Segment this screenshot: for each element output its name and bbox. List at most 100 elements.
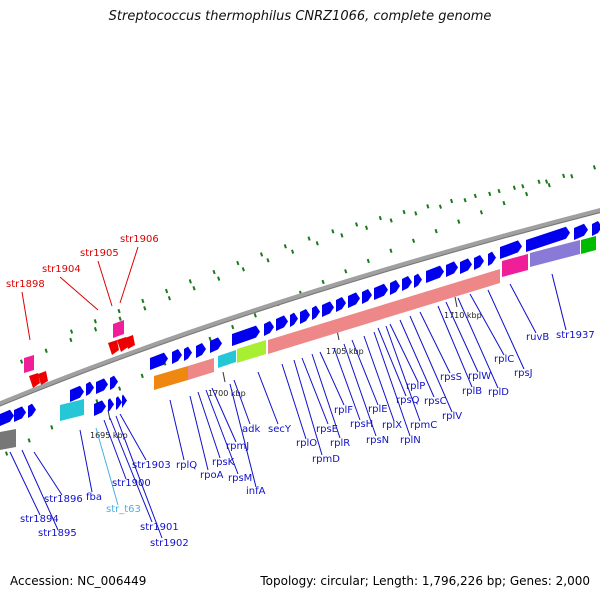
gene-label-infa[interactable]: infA (246, 486, 266, 497)
str1906-arrow-2[interactable] (125, 335, 135, 349)
cds-arrow[interactable] (574, 223, 588, 240)
str1906-arrow-1[interactable] (117, 337, 128, 352)
gene-label-rpsk[interactable]: rpsK (212, 457, 235, 468)
gene-label-str1937[interactable]: str1937 (556, 330, 595, 341)
cds-arrow[interactable] (264, 321, 274, 336)
cds-arrow[interactable] (526, 226, 570, 252)
cds-arrow[interactable] (312, 305, 320, 320)
cds-arrow[interactable] (446, 261, 458, 277)
gene-label-ruvb[interactable]: ruvB (526, 332, 549, 343)
gene-label-str1898[interactable]: str1898 (6, 279, 45, 290)
str1898-block[interactable] (24, 355, 34, 373)
gene-label-str1903[interactable]: str1903 (132, 460, 171, 471)
cds-arrow[interactable] (184, 346, 192, 361)
cds-arrow[interactable] (86, 381, 94, 396)
cds-arrow[interactable] (28, 403, 36, 418)
cds-arrow[interactable] (150, 352, 168, 370)
cds-arrow[interactable] (592, 221, 600, 236)
cds-arrow[interactable] (488, 251, 496, 266)
gene-label-rplw[interactable]: rplW (468, 371, 491, 382)
str1904-block[interactable] (113, 320, 124, 338)
cyan-feature-2[interactable] (218, 350, 236, 368)
gene-label-rpln[interactable]: rplN (400, 435, 421, 446)
cds-arrow[interactable] (96, 378, 108, 394)
gene-label-str_t63[interactable]: str_t63 (106, 504, 141, 515)
gene-label-rpsn[interactable]: rpsN (366, 435, 389, 446)
salmon-feature-2[interactable] (268, 269, 500, 354)
gene-label-rplo[interactable]: rplO (296, 438, 317, 449)
cds-arrow[interactable] (14, 406, 26, 422)
cds-arrow[interactable] (336, 297, 346, 312)
cyan-feature-1[interactable] (60, 399, 84, 421)
gene-label-rpsq[interactable]: rpsQ (396, 395, 420, 406)
gene-label-str1894[interactable]: str1894 (20, 514, 59, 525)
str1905-arrow[interactable] (108, 340, 119, 355)
gene-label-rpsj[interactable]: rpsJ (514, 368, 533, 379)
gene-label-rpld[interactable]: rplD (488, 387, 509, 398)
orange-feature[interactable] (154, 366, 188, 390)
gene-label-fba[interactable]: fba (86, 492, 102, 503)
cds-arrow[interactable] (348, 292, 360, 308)
cds-arrow[interactable] (300, 309, 310, 324)
gene-label-secy[interactable]: secY (268, 424, 292, 435)
cds-arrow[interactable] (94, 400, 106, 416)
gene-label-rpmd[interactable]: rpmD (312, 454, 340, 465)
lime-feature[interactable] (237, 340, 266, 363)
pink-feature-1[interactable] (502, 254, 528, 277)
gene-label-rpoa[interactable]: rpoA (200, 470, 224, 481)
gene-label-rpsc[interactable]: rpsC (424, 396, 447, 407)
str1898-arrow-2[interactable] (38, 371, 48, 385)
green-feature[interactable] (581, 236, 596, 254)
cds-arrow[interactable] (210, 337, 222, 353)
cds-arrow[interactable] (390, 280, 400, 295)
gene-label-rplf[interactable]: rplF (334, 405, 353, 416)
cds-arrow[interactable] (276, 315, 288, 331)
gene-label-rpmc[interactable]: rpmC (410, 420, 437, 431)
gene-label-str1895[interactable]: str1895 (38, 528, 77, 539)
cds-arrow[interactable] (322, 301, 334, 317)
cds-arrow[interactable] (122, 394, 127, 409)
purple-feature[interactable] (530, 240, 580, 267)
cds-arrow[interactable] (500, 240, 522, 259)
cds-arrow[interactable] (402, 276, 412, 291)
gene-label-rpsh[interactable]: rpsH (350, 419, 373, 430)
gene-label-rplx[interactable]: rplX (382, 420, 402, 431)
cds-arrow[interactable] (108, 398, 114, 412)
cds-arrow[interactable] (474, 255, 484, 270)
cds-arrow[interactable] (110, 375, 118, 390)
gene-label-rpsm[interactable]: rpsM (228, 473, 252, 484)
gene-label-rplq[interactable]: rplQ (176, 460, 197, 471)
gene-label-adk[interactable]: adk (242, 424, 260, 435)
gene-label-str1896[interactable]: str1896 (44, 494, 83, 505)
gene-label-str1902[interactable]: str1902 (150, 538, 189, 549)
cds-arrow[interactable] (460, 258, 472, 274)
cds-arrow[interactable] (414, 273, 422, 288)
cds-arrow[interactable] (172, 349, 182, 364)
cds-arrow[interactable] (232, 325, 260, 346)
gene-label-rpse[interactable]: rpsE (316, 424, 338, 435)
gene-label-rpss[interactable]: rpsS (440, 372, 462, 383)
gray-feature[interactable] (0, 429, 16, 450)
cds-arrow[interactable] (70, 385, 84, 402)
cds-arrow[interactable] (426, 265, 444, 283)
str1898-arrow-1[interactable] (29, 373, 40, 388)
cds-arrow[interactable] (0, 409, 14, 426)
cds-arrow[interactable] (290, 312, 298, 327)
cds-arrow[interactable] (196, 343, 206, 358)
gene-label-rplb[interactable]: rplB (462, 386, 482, 397)
cds-arrow[interactable] (116, 396, 122, 410)
salmon-feature-1[interactable] (188, 358, 214, 380)
gene-label-rpmj[interactable]: rpmJ (226, 441, 249, 452)
gene-label-rplv[interactable]: rplV (442, 411, 462, 422)
gene-label-str1900[interactable]: str1900 (112, 478, 151, 489)
gene-label-rplp[interactable]: rplP (406, 381, 425, 392)
gene-label-str1905[interactable]: str1905 (80, 248, 119, 259)
gene-label-str1904[interactable]: str1904 (42, 264, 81, 275)
cds-arrow[interactable] (374, 283, 388, 300)
gene-label-rple[interactable]: rplE (368, 404, 388, 415)
gene-label-rplr[interactable]: rplR (330, 438, 350, 449)
gene-label-str1901[interactable]: str1901 (140, 522, 179, 533)
cds-arrow[interactable] (362, 289, 372, 304)
gene-label-rplc[interactable]: rplC (494, 354, 514, 365)
